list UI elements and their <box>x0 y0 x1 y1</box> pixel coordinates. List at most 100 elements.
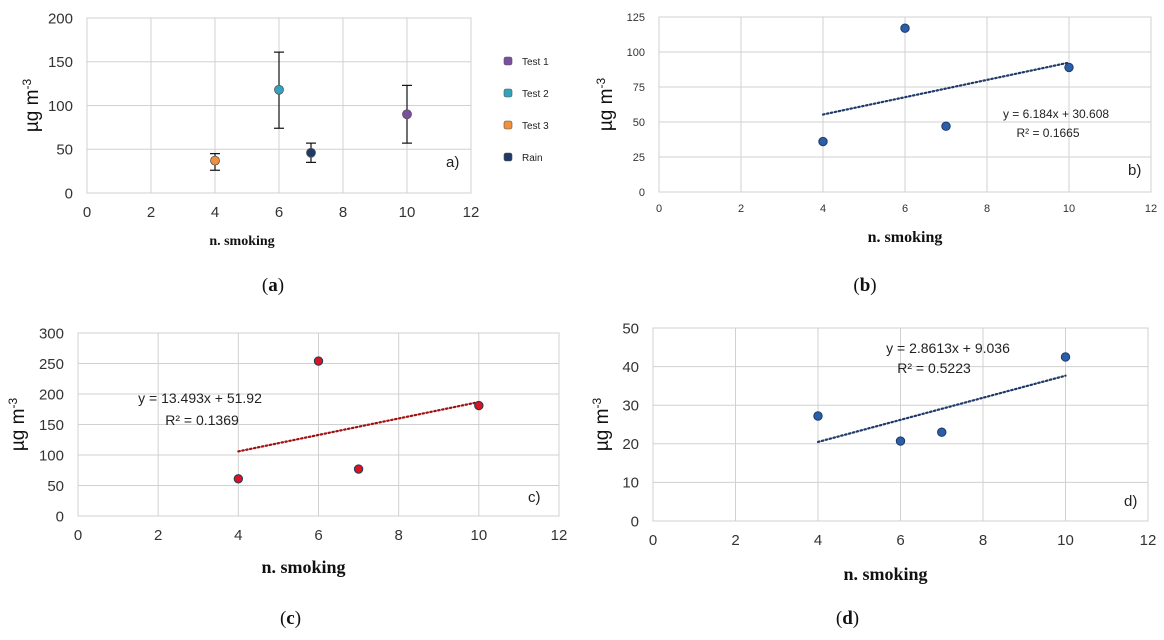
data-point <box>937 427 947 437</box>
y-tick-label: 30 <box>622 397 639 414</box>
x-axis-title: n. smoking <box>843 564 927 584</box>
chart-panel-d: 0 2 4 6 8 10 12 0 10 20 30 40 50 n. smoking µg m-3 d) (d… <box>590 320 1156 629</box>
trendline <box>816 374 1067 444</box>
legend-marker <box>503 120 513 130</box>
x-tick-label: 6 <box>896 532 904 549</box>
y-tick-label: 200 <box>48 10 73 27</box>
panel-caption: (a) <box>262 275 284 296</box>
legend-marker <box>503 152 513 162</box>
data-point-test-1 <box>402 109 412 120</box>
y-tick-label: 250 <box>39 356 64 373</box>
x-tick-label: 10 <box>399 204 416 221</box>
y-tick-label: 100 <box>48 98 73 115</box>
data-point <box>818 136 828 147</box>
x-tick-label: 10 <box>470 527 487 544</box>
y-tick-label: 0 <box>639 187 645 199</box>
legend-marker <box>503 88 513 98</box>
x-tick-label: 4 <box>814 532 822 549</box>
data-point <box>353 464 364 474</box>
trendline <box>821 61 1071 116</box>
x-tick-label: 4 <box>234 527 242 544</box>
y-tick-label: 0 <box>631 513 639 530</box>
data-point <box>895 436 906 446</box>
data-point <box>233 474 244 484</box>
trend-equation: y = 13.493x + 51.92 <box>138 390 262 406</box>
y-tick-label: 75 <box>633 82 645 94</box>
x-tick-label: 4 <box>211 204 219 221</box>
y-axis-title: µg m-3 <box>594 78 617 132</box>
data-point <box>1064 62 1074 73</box>
panel-caption: (d) <box>836 608 859 629</box>
panel-letter: b) <box>1128 162 1141 179</box>
x-tick-label: 0 <box>83 204 91 221</box>
x-tick-label: 2 <box>154 527 162 544</box>
x-tick-label: 6 <box>902 203 908 215</box>
data-point <box>1060 352 1071 362</box>
legend-label: Test 2 <box>522 89 549 100</box>
chart-panel-c: 0 2 4 6 8 10 12 0 50 100 150 200 250 300 n. smoking µg … <box>6 325 567 629</box>
y-tick-label: 150 <box>39 417 64 434</box>
y-tick-label: 50 <box>633 117 645 129</box>
legend-label: Test 3 <box>522 121 549 132</box>
y-tick-label: 0 <box>56 508 64 525</box>
x-tick-label: 0 <box>656 203 662 215</box>
r-squared-label: R² = 0.1369 <box>165 412 239 428</box>
legend-label: Rain <box>522 153 543 164</box>
r-squared-label: R² = 0.5223 <box>897 360 971 376</box>
panel-caption: (c) <box>280 608 301 629</box>
data-point <box>941 121 951 131</box>
y-tick-label: 40 <box>622 359 639 376</box>
trendline <box>237 400 480 453</box>
data-point-test-3 <box>210 155 220 166</box>
y-tick-label: 10 <box>622 475 639 492</box>
x-tick-label: 2 <box>738 203 744 215</box>
data-point <box>813 411 823 421</box>
r-squared-label: R² = 0.1665 <box>1016 126 1079 140</box>
panel-letter: c) <box>528 489 541 506</box>
x-tick-label: 4 <box>820 203 826 215</box>
y-tick-label: 50 <box>47 478 64 495</box>
y-tick-label: 100 <box>627 47 645 59</box>
x-axis-title: n. smoking <box>868 229 943 246</box>
y-axis-title: µg m-3 <box>6 398 29 452</box>
y-tick-label: 50 <box>56 142 73 159</box>
data-point-test-2 <box>274 84 284 95</box>
data-point-rain <box>306 147 316 158</box>
chart-panel-b: 0 2 4 6 8 10 12 0 25 50 75 100 125 n. smoking µg m-3 b)… <box>594 12 1157 296</box>
x-tick-label: 8 <box>984 203 990 215</box>
panel-caption: (b) <box>853 275 876 296</box>
legend-marker <box>503 56 513 66</box>
x-tick-label: 0 <box>649 532 657 549</box>
x-tick-label: 8 <box>339 204 347 221</box>
x-axis-title: n. smoking <box>261 557 345 577</box>
y-tick-label: 50 <box>622 320 639 337</box>
trend-equation: y = 2.8613x + 9.036 <box>886 340 1010 356</box>
y-tick-label: 20 <box>622 436 639 453</box>
y-tick-label: 125 <box>627 12 645 24</box>
data-point <box>474 400 484 411</box>
x-tick-label: 0 <box>74 527 82 544</box>
panel-letter: d) <box>1124 493 1137 510</box>
x-tick-label: 8 <box>979 532 987 549</box>
data-point <box>900 23 910 33</box>
x-tick-label: 12 <box>551 527 568 544</box>
x-tick-label: 12 <box>463 204 480 221</box>
y-tick-label: 100 <box>39 447 64 464</box>
x-tick-label: 2 <box>731 532 739 549</box>
x-tick-label: 10 <box>1063 203 1075 215</box>
y-tick-label: 150 <box>48 54 73 71</box>
y-axis-title: µg m-3 <box>20 79 43 133</box>
y-tick-label: 0 <box>65 185 73 202</box>
trend-equation: y = 6.184x + 30.608 <box>1003 107 1109 121</box>
x-axis-title: n. smoking <box>209 234 274 249</box>
y-tick-label: 25 <box>633 152 645 164</box>
data-point <box>313 356 324 366</box>
y-tick-label: 200 <box>39 386 64 403</box>
x-tick-label: 12 <box>1145 203 1157 215</box>
x-tick-label: 6 <box>275 204 283 221</box>
chart-panel-a: 0 2 4 6 8 10 12 0 50 100 150 200 n. smoking µg m-3 a) (… <box>20 10 549 296</box>
x-tick-label: 12 <box>1140 532 1157 549</box>
panel-letter: a) <box>446 154 459 171</box>
